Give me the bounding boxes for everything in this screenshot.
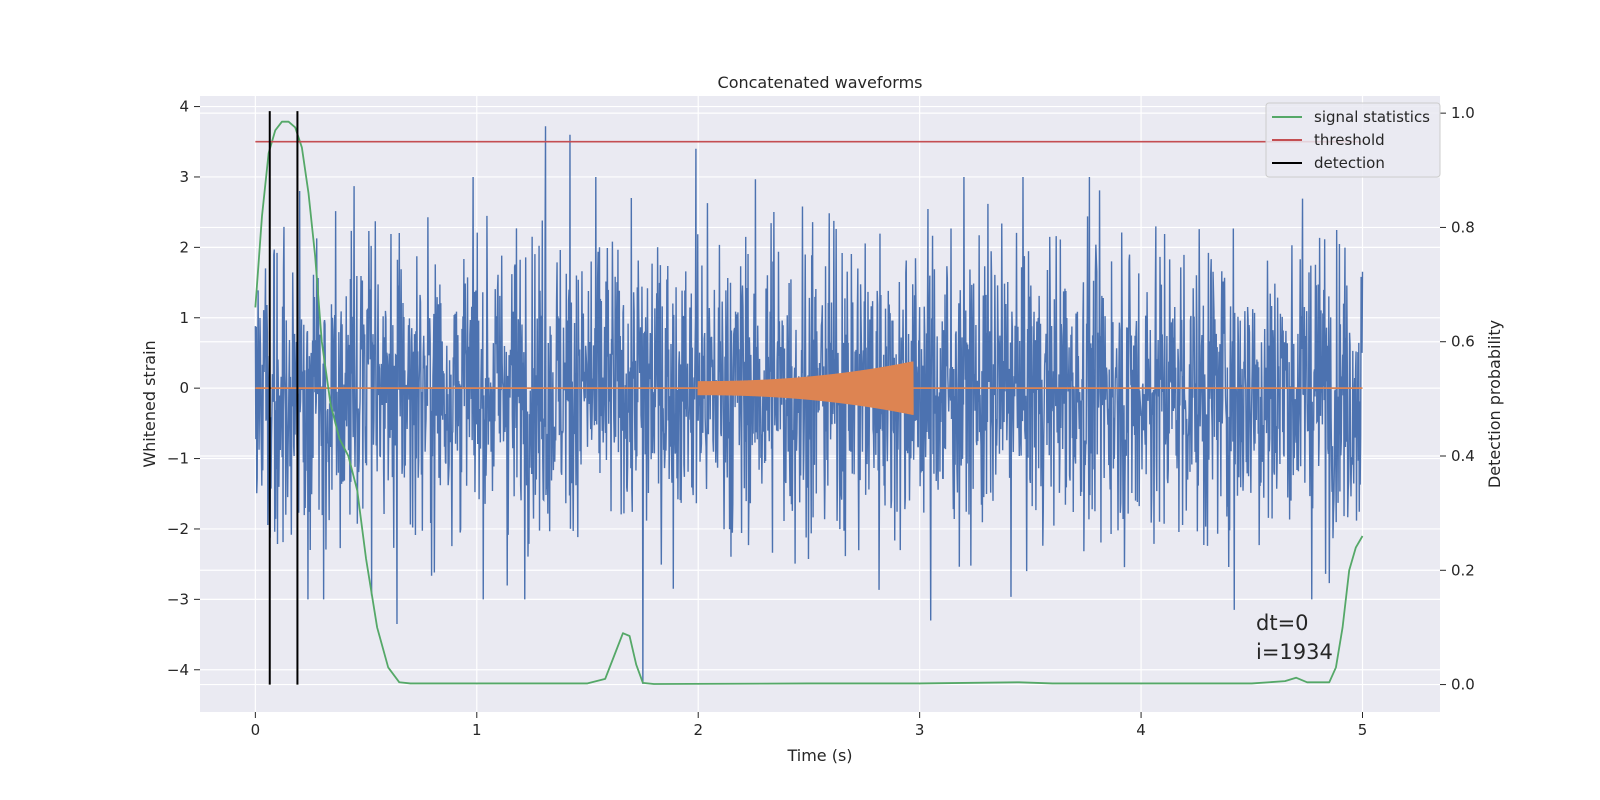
signal-statistics-series	[254, 120, 1364, 685]
x-tick-label: 4	[1136, 721, 1146, 739]
y-tick-label: 0	[179, 379, 189, 397]
right-y-tick-label: 0.0	[1451, 676, 1475, 694]
x-tick-label: 3	[915, 721, 925, 739]
axis-ticks: 0 1 2 3 4 5 −4 −3 −2 −1 0 1 2 3 4 0.0 0.2 0.4 0.6 0.8 1.0	[167, 98, 1475, 739]
right-y-tick-label: 1.0	[1451, 104, 1475, 122]
annotation-i: i=1934	[1256, 640, 1333, 664]
y-tick-label: −1	[167, 450, 189, 468]
legend: signal statistics threshold detection	[1265, 102, 1441, 178]
chart-title: Concatenated waveforms	[718, 73, 923, 92]
injected-waveform-line	[697, 361, 914, 415]
y-tick-label: 1	[179, 309, 189, 327]
y-tick-label: −3	[167, 590, 189, 608]
x-tick-label: 2	[693, 721, 703, 739]
legend-label: signal statistics	[1314, 108, 1430, 126]
y-tick-label: −4	[167, 661, 189, 679]
x-tick-label: 0	[251, 721, 261, 739]
strain-series	[254, 126, 1364, 684]
x-tick-label: 5	[1358, 721, 1368, 739]
x-axis-label: Time (s)	[786, 746, 852, 765]
grid	[200, 96, 1440, 712]
right-y-tick-label: 0.2	[1451, 561, 1475, 579]
x-tick-label: 1	[472, 721, 482, 739]
legend-label: detection	[1314, 154, 1385, 172]
right-y-tick-label: 0.8	[1451, 218, 1475, 236]
legend-box	[1265, 102, 1441, 178]
annotation-dt: dt=0	[1256, 611, 1309, 635]
y-tick-label: 3	[179, 168, 189, 186]
y-axis-label: Whitened strain	[140, 340, 159, 467]
y-tick-label: 2	[179, 238, 189, 256]
right-y-tick-label: 0.4	[1451, 447, 1475, 465]
strain-line	[254, 126, 1364, 684]
right-y-axis-label: Detection probability	[1485, 320, 1504, 488]
legend-label: threshold	[1314, 131, 1385, 149]
signal-statistics-line	[254, 120, 1364, 685]
detection-series	[268, 111, 299, 685]
y-tick-label: 4	[179, 98, 189, 116]
injected-waveform-series	[255, 361, 1363, 415]
right-y-tick-label: 0.6	[1451, 333, 1475, 351]
y-tick-label: −2	[167, 520, 189, 538]
